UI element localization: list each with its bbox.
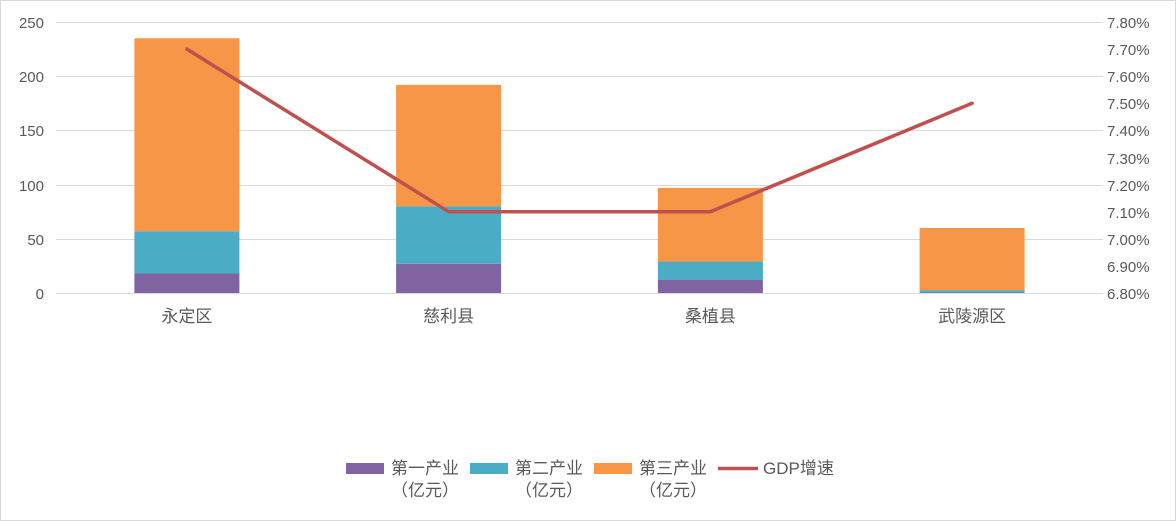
legend-label-line: GDP增速 — [763, 459, 834, 478]
x-tick-label: 桑植县 — [685, 307, 736, 326]
y-right-tick-label: 7.30% — [1107, 151, 1150, 168]
bar-segment — [657, 261, 763, 280]
legend-label-line: （亿元） — [391, 481, 459, 500]
y-right-tick-label: 6.90% — [1107, 259, 1150, 276]
y-right-tick-label: 7.70% — [1107, 42, 1150, 59]
legend-swatch — [470, 463, 508, 474]
bar-segment — [919, 292, 1025, 293]
legend-label-line: （亿元） — [639, 481, 707, 500]
x-tick-label: 永定区 — [161, 307, 212, 326]
legend-label-line: 第一产业 — [391, 459, 459, 478]
bar-segment — [396, 84, 502, 207]
legend-label: GDP增速 — [763, 459, 834, 478]
bar-segment — [134, 273, 240, 293]
y-left-tick-label: 50 — [27, 232, 44, 249]
bar-segment — [134, 38, 240, 232]
legend-label: 第二产业 （亿元） — [515, 459, 583, 500]
legend-item: 第一产业 （亿元） — [346, 459, 459, 500]
bar-segment — [396, 206, 502, 264]
y-right-tick-label: 7.10% — [1107, 205, 1150, 222]
bar-segment — [396, 263, 502, 293]
legend: 第一产业 （亿元） 第二产业 （亿元） 第三产业 （亿元） GDP增速 — [346, 459, 834, 500]
y-left-tick-label: 250 — [19, 15, 44, 32]
y-right-tick-label: 7.50% — [1107, 96, 1150, 113]
x-tick-label: 武陵源区 — [938, 307, 1006, 326]
bar-segment — [134, 231, 240, 274]
legend-label-line: 第三产业 — [639, 459, 707, 478]
x-tick-label: 慈利县 — [423, 307, 474, 326]
y-right-tick-label: 6.80% — [1107, 286, 1150, 303]
legend-item: GDP增速 — [718, 459, 834, 478]
line-point — [447, 210, 451, 214]
stacked-bars — [134, 38, 1025, 293]
y-left-tick-label: 0 — [36, 286, 44, 303]
legend-item: 第二产业 （亿元） — [470, 459, 583, 500]
x-axis: 永定区 慈利县 桑植县 武陵源区 — [161, 307, 1006, 326]
line-point — [970, 101, 974, 105]
legend-item: 第三产业 （亿元） — [594, 459, 707, 500]
y-left-tick-label: 150 — [19, 123, 44, 140]
legend-label: 第一产业 （亿元） — [391, 459, 459, 500]
legend-label: 第三产业 （亿元） — [639, 459, 707, 500]
line-series — [185, 47, 974, 214]
bar-segment — [919, 290, 1025, 293]
legend-swatch — [594, 463, 632, 474]
y-right-tick-label: 7.40% — [1107, 123, 1150, 140]
y-right-tick-label: 7.80% — [1107, 15, 1150, 32]
y-right-tick-label: 7.20% — [1107, 178, 1150, 195]
y-left-tick-label: 100 — [19, 178, 44, 195]
legend-label-line: （亿元） — [515, 481, 583, 500]
bar-segment — [919, 227, 1025, 291]
legend-swatch — [346, 463, 384, 474]
series-line — [185, 47, 974, 214]
legend-label-line: 第二产业 — [515, 459, 583, 478]
y-axis-left: 0 50 100 150 200 250 — [19, 15, 44, 303]
y-axis-right: 6.80% 6.90% 7.00% 7.10% 7.20% 7.30% 7.40% 7.50%… — [1107, 15, 1150, 303]
y-right-tick-label: 7.00% — [1107, 232, 1150, 249]
bar-segment — [657, 279, 763, 293]
line-point — [708, 210, 712, 214]
y-right-tick-label: 7.60% — [1107, 69, 1150, 86]
line-point — [185, 47, 189, 51]
bar-segment — [657, 187, 763, 262]
y-left-tick-label: 200 — [19, 69, 44, 86]
